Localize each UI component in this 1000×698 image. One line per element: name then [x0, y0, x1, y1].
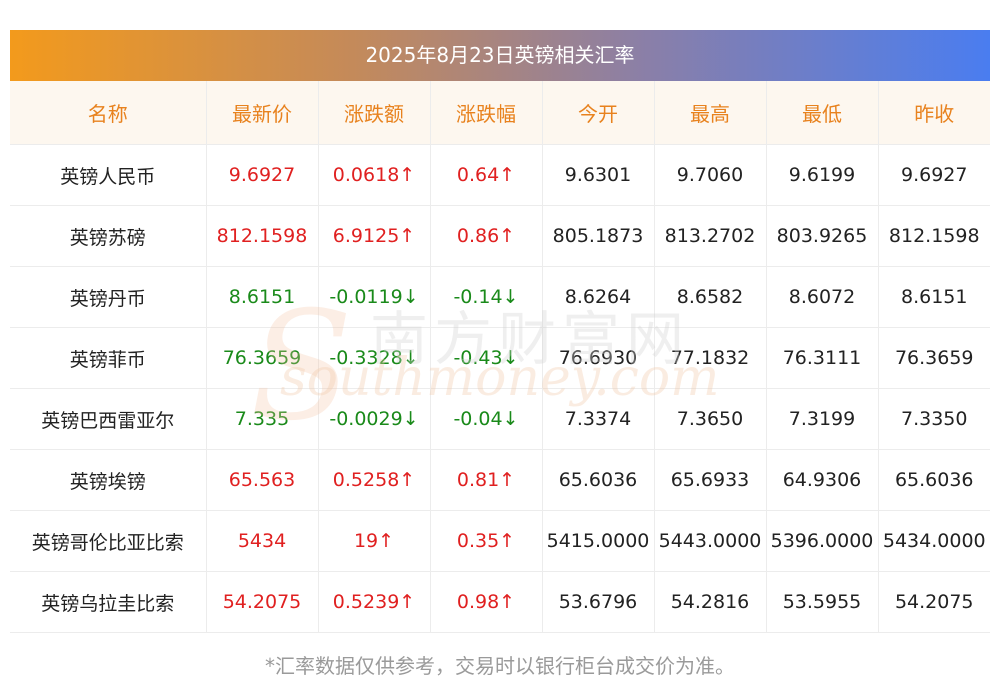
cell-low: 8.6072	[766, 266, 879, 328]
exchange-rate-table: 名称 最新价 涨跌额 涨跌幅 今开 最高 最低 昨收 英镑人民币 9.6927 0.…	[10, 81, 990, 633]
cell-prev: 9.6927	[878, 144, 990, 206]
cell-change: 0.5258↑	[318, 449, 431, 511]
table-row: 英镑丹币 8.6151 -0.0119↓ -0.14↓ 8.6264 8.6582 8.60…	[10, 266, 990, 328]
cell-open: 7.3374	[542, 388, 655, 450]
cell-high: 65.6933	[654, 449, 767, 511]
cell-open: 8.6264	[542, 266, 655, 328]
cell-latest: 7.335	[206, 388, 319, 450]
cell-prev: 65.6036	[878, 449, 990, 511]
cell-low: 9.6199	[766, 144, 879, 206]
footnote: *汇率数据仅供参考，交易时以银行柜台成交价为准。	[265, 654, 735, 678]
cell-open: 65.6036	[542, 449, 655, 511]
cell-name: 英镑埃镑	[10, 449, 207, 511]
column-header-open: 今开	[542, 81, 655, 145]
table-row: 英镑埃镑 65.563 0.5258↑ 0.81↑ 65.6036 65.6933 64.9…	[10, 449, 990, 511]
cell-pct: 0.98↑	[430, 571, 543, 633]
cell-low: 64.9306	[766, 449, 879, 511]
cell-name: 英镑丹币	[10, 266, 207, 328]
cell-change: -0.3328↓	[318, 327, 431, 389]
cell-prev: 812.1598	[878, 205, 990, 267]
cell-change: 6.9125↑	[318, 205, 431, 267]
cell-prev: 7.3350	[878, 388, 990, 450]
column-header-high: 最高	[654, 81, 767, 145]
cell-latest: 65.563	[206, 449, 319, 511]
cell-change: 19↑	[318, 510, 431, 572]
table-row: 英镑菲币 76.3659 -0.3328↓ -0.43↓ 76.6930 77.1832 7…	[10, 327, 990, 389]
cell-latest: 812.1598	[206, 205, 319, 267]
cell-low: 803.9265	[766, 205, 879, 267]
cell-low: 53.5955	[766, 571, 879, 633]
cell-change: 0.5239↑	[318, 571, 431, 633]
cell-pct: 0.35↑	[430, 510, 543, 572]
cell-pct: -0.14↓	[430, 266, 543, 328]
table-row: 英镑哥伦比亚比索 5434 19↑ 0.35↑ 5415.0000 5443.0000 53…	[10, 510, 990, 572]
cell-high: 54.2816	[654, 571, 767, 633]
table-row: 英镑巴西雷亚尔 7.335 -0.0029↓ -0.04↓ 7.3374 7.3650 7.…	[10, 388, 990, 450]
page-title: 2025年8月23日英镑相关汇率	[10, 30, 990, 81]
cell-open: 5415.0000	[542, 510, 655, 572]
cell-open: 9.6301	[542, 144, 655, 206]
cell-name: 英镑巴西雷亚尔	[10, 388, 207, 450]
cell-prev: 5434.0000	[878, 510, 990, 572]
table-row: 英镑苏磅 812.1598 6.9125↑ 0.86↑ 805.1873 813.2702…	[10, 205, 990, 267]
column-header-low: 最低	[766, 81, 879, 145]
cell-latest: 5434	[206, 510, 319, 572]
cell-name: 英镑人民币	[10, 144, 207, 206]
cell-high: 8.6582	[654, 266, 767, 328]
cell-pct: 0.64↑	[430, 144, 543, 206]
cell-open: 805.1873	[542, 205, 655, 267]
cell-high: 77.1832	[654, 327, 767, 389]
cell-name: 英镑菲币	[10, 327, 207, 389]
cell-high: 5443.0000	[654, 510, 767, 572]
cell-open: 76.6930	[542, 327, 655, 389]
cell-high: 813.2702	[654, 205, 767, 267]
cell-open: 53.6796	[542, 571, 655, 633]
cell-prev: 54.2075	[878, 571, 990, 633]
column-header-pct: 涨跌幅	[430, 81, 543, 145]
table-row: 英镑乌拉圭比索 54.2075 0.5239↑ 0.98↑ 53.6796 54.2816…	[10, 571, 990, 633]
cell-name: 英镑哥伦比亚比索	[10, 510, 207, 572]
cell-pct: 0.86↑	[430, 205, 543, 267]
cell-name: 英镑乌拉圭比索	[10, 571, 207, 633]
cell-name: 英镑苏磅	[10, 205, 207, 267]
cell-change: -0.0119↓	[318, 266, 431, 328]
column-header-prev: 昨收	[878, 81, 990, 145]
cell-prev: 8.6151	[878, 266, 990, 328]
cell-high: 9.7060	[654, 144, 767, 206]
column-header-change: 涨跌额	[318, 81, 431, 145]
cell-pct: -0.04↓	[430, 388, 543, 450]
table-row: 英镑人民币 9.6927 0.0618↑ 0.64↑ 9.6301 9.7060 9.619…	[10, 144, 990, 206]
cell-high: 7.3650	[654, 388, 767, 450]
cell-low: 76.3111	[766, 327, 879, 389]
cell-prev: 76.3659	[878, 327, 990, 389]
cell-pct: -0.43↓	[430, 327, 543, 389]
cell-latest: 9.6927	[206, 144, 319, 206]
column-header-name: 名称	[10, 81, 207, 145]
cell-latest: 54.2075	[206, 571, 319, 633]
column-header-latest: 最新价	[206, 81, 319, 145]
cell-latest: 8.6151	[206, 266, 319, 328]
cell-low: 5396.0000	[766, 510, 879, 572]
cell-change: -0.0029↓	[318, 388, 431, 450]
cell-low: 7.3199	[766, 388, 879, 450]
cell-latest: 76.3659	[206, 327, 319, 389]
cell-pct: 0.81↑	[430, 449, 543, 511]
table-header-row: 名称 最新价 涨跌额 涨跌幅 今开 最高 最低 昨收	[10, 81, 990, 145]
cell-change: 0.0618↑	[318, 144, 431, 206]
